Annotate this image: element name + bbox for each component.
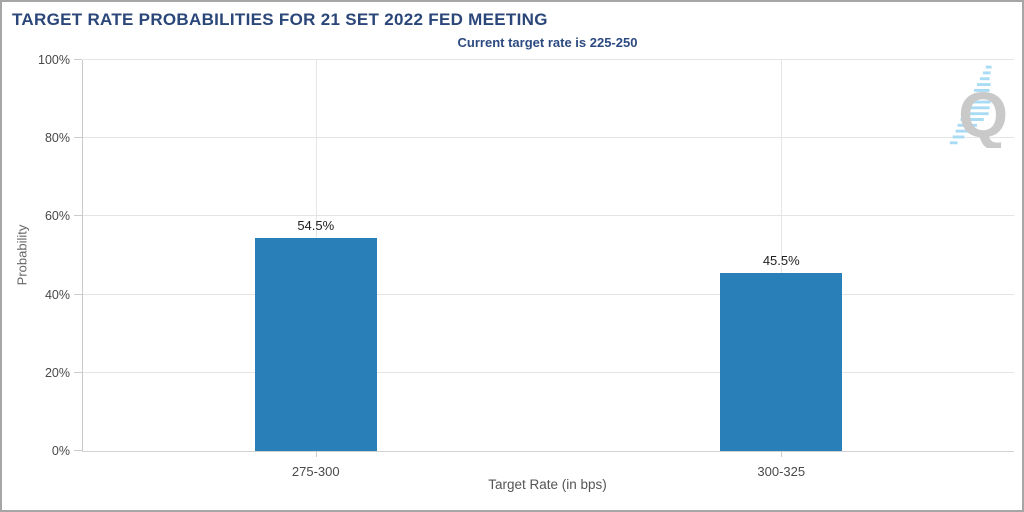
- y-tick-mark: [74, 371, 82, 373]
- y-tick-mark: [74, 59, 82, 60]
- bar-value-label: 45.5%: [762, 253, 800, 269]
- gridline-horizontal: [83, 137, 1014, 139]
- bar: [720, 273, 843, 451]
- y-tick-label: 80%: [44, 131, 70, 146]
- brand-logo-q: Q: [949, 65, 1008, 148]
- bar-value-label: 54.5%: [297, 217, 335, 233]
- gridline-horizontal: [83, 293, 1014, 295]
- gridline-vertical: [781, 60, 783, 451]
- plot-area: 54.5% 275-300 45.5% 300-325: [74, 59, 1014, 479]
- y-axis: 0% 20% 40% 60% 80% 100%: [2, 53, 74, 458]
- y-tick-mark: [74, 215, 82, 217]
- x-axis-title: Target Rate (in bps): [488, 477, 607, 492]
- chart-title: TARGET RATE PROBABILITIES FOR 21 SET 202…: [12, 10, 548, 29]
- logo-stripes-icon: [949, 65, 992, 145]
- x-tick-label: 275-300: [291, 464, 340, 479]
- x-tick-mark: [781, 451, 783, 457]
- y-tick-label: 60%: [44, 209, 70, 224]
- x-tick-label: 300-325: [757, 464, 806, 479]
- gridline-horizontal: [83, 371, 1014, 373]
- chart-subtitle: Current target rate is 225-250: [457, 35, 638, 50]
- y-tick-label: 40%: [44, 287, 70, 302]
- y-tick-label: 100%: [38, 53, 70, 67]
- gridline-horizontal: [83, 59, 1014, 60]
- y-tick-label: 20%: [44, 365, 70, 380]
- y-tick-mark: [74, 293, 82, 295]
- y-tick-mark: [74, 137, 82, 139]
- y-tick-label: 0%: [51, 444, 70, 458]
- y-tick-mark: [74, 450, 82, 451]
- x-tick-mark: [315, 451, 317, 457]
- bar: [254, 237, 377, 451]
- logo-letter: Q: [958, 79, 1008, 148]
- gridline-horizontal: [83, 215, 1014, 217]
